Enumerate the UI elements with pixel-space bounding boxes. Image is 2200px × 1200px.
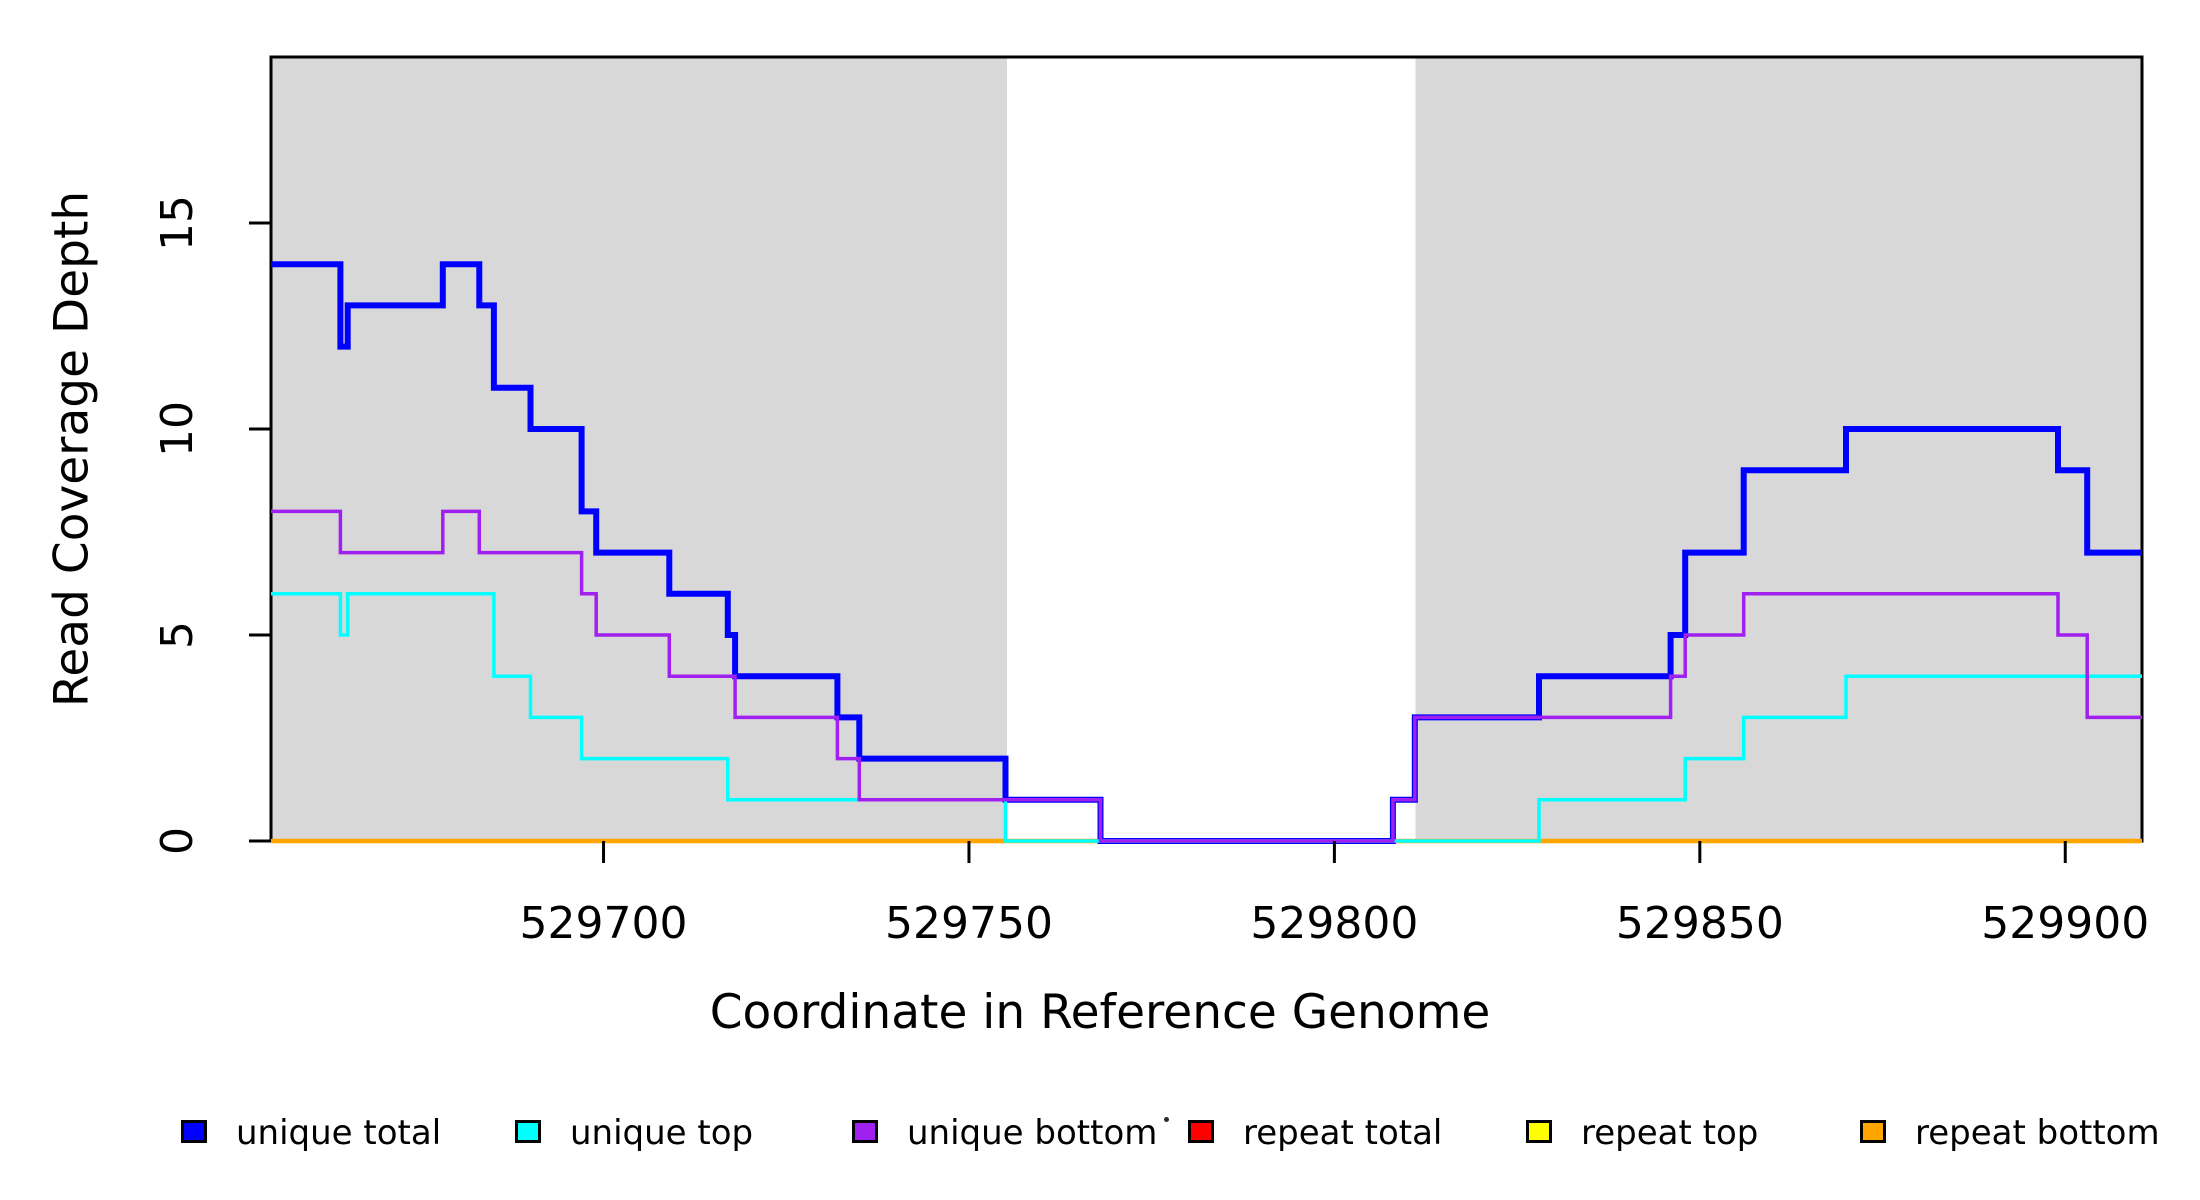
x-axis-title: Coordinate in Reference Genome: [709, 985, 1491, 1040]
y-tick-label: 5: [152, 621, 203, 649]
legend-label: unique total: [236, 1113, 442, 1153]
legend-label: unique top: [570, 1113, 754, 1153]
stray-dot: [1164, 1117, 1169, 1122]
legend-label: repeat bottom: [1915, 1113, 2160, 1153]
unique-total-swatch: [181, 1120, 207, 1143]
series-unique-total-line: [271, 261, 2142, 844]
y-axis-title: Read Coverage Depth: [44, 190, 100, 708]
x-tick-label: 529850: [1616, 898, 1784, 949]
y-tick-label: 10: [152, 401, 203, 457]
x-tick-label: 529700: [520, 898, 688, 949]
legend: unique total unique top unique bottom re…: [0, 1110, 2200, 1160]
repeat-bottom-swatch: [1860, 1120, 1886, 1143]
x-tick-label: 529800: [1250, 898, 1418, 949]
legend-label: repeat total: [1243, 1113, 1443, 1153]
series-unique-top-line: [271, 592, 2142, 843]
legend-label: repeat top: [1581, 1113, 1759, 1153]
x-tick-label: 529750: [885, 898, 1053, 949]
right-unique-region-shading: [1415, 57, 2142, 841]
x-tick-label: 529900: [1981, 898, 2149, 949]
unique-bottom-swatch: [852, 1120, 878, 1143]
series-unique-bottom-line: [271, 509, 2142, 843]
unique-top-swatch: [515, 1120, 541, 1143]
left-unique-region-shading: [271, 57, 1007, 841]
y-tick-label: 0: [152, 827, 203, 855]
repeat-total-swatch: [1188, 1120, 1214, 1143]
legend-label: unique bottom: [907, 1113, 1158, 1153]
y-tick-label: 15: [152, 195, 203, 251]
repeat-top-swatch: [1526, 1120, 1552, 1143]
